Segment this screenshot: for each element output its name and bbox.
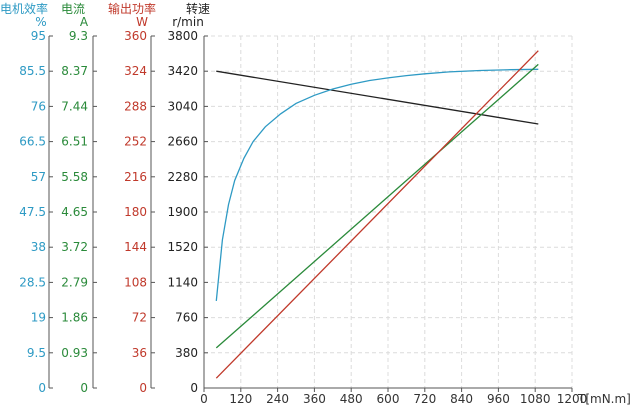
x-tick-label: 720 bbox=[413, 392, 436, 406]
power-tick-label: 144 bbox=[124, 240, 147, 254]
power-tick-label: 216 bbox=[124, 170, 147, 184]
x-tick-label: 240 bbox=[266, 392, 289, 406]
efficiency-tick-label: 85.5 bbox=[19, 64, 46, 78]
current-tick-label: 2.79 bbox=[61, 275, 88, 289]
x-tick-label: 1200 bbox=[557, 392, 588, 406]
power-tick-label: 252 bbox=[124, 135, 147, 149]
efficiency-series-line bbox=[215, 68, 539, 301]
speed-axis-title: 转速 bbox=[186, 1, 210, 16]
current-axis-unit: A bbox=[80, 15, 89, 29]
x-tick-label: 480 bbox=[340, 392, 363, 406]
current-tick-label: 7.44 bbox=[61, 99, 88, 113]
power-tick-label: 288 bbox=[124, 99, 147, 113]
power-tick-label: 36 bbox=[132, 346, 147, 360]
speed-tick-label: 1520 bbox=[167, 240, 198, 254]
speed-tick-label: 380 bbox=[175, 346, 198, 360]
speed-tick-label: 760 bbox=[175, 311, 198, 325]
power-series-line bbox=[215, 50, 539, 379]
power-axis-unit: W bbox=[136, 15, 148, 29]
efficiency-tick-label: 47.5 bbox=[19, 205, 46, 219]
efficiency-tick-label: 66.5 bbox=[19, 135, 46, 149]
speed-tick-label: 2660 bbox=[167, 135, 198, 149]
speed-tick-label: 2280 bbox=[167, 170, 198, 184]
speed-tick-label: 1900 bbox=[167, 205, 198, 219]
speed-tick-label: 3800 bbox=[167, 29, 198, 43]
current-tick-label: 4.65 bbox=[61, 205, 88, 219]
power-tick-label: 360 bbox=[124, 29, 147, 43]
efficiency-tick-label: 95 bbox=[31, 29, 46, 43]
power-axis-title: 输出功率 bbox=[108, 1, 156, 16]
speed-tick-label: 3420 bbox=[167, 64, 198, 78]
speed-series-line bbox=[216, 70, 539, 125]
speed-tick-label: 1140 bbox=[167, 275, 198, 289]
x-tick-label: 840 bbox=[450, 392, 473, 406]
current-series-line bbox=[215, 63, 539, 349]
current-tick-label: 0 bbox=[80, 381, 88, 395]
current-axis-title: 电流 bbox=[61, 2, 85, 16]
x-tick-label: 1080 bbox=[520, 392, 551, 406]
current-tick-label: 9.3 bbox=[69, 29, 88, 43]
speed-tick-label: 3040 bbox=[167, 99, 198, 113]
current-tick-label: 3.72 bbox=[61, 240, 88, 254]
power-tick-label: 180 bbox=[124, 205, 147, 219]
current-tick-label: 6.51 bbox=[61, 135, 88, 149]
current-tick-label: 5.58 bbox=[61, 170, 88, 184]
efficiency-tick-label: 38 bbox=[31, 240, 46, 254]
efficiency-tick-label: 9.5 bbox=[27, 346, 46, 360]
efficiency-axis-title: 电机效率 bbox=[0, 1, 48, 16]
x-tick-label: 960 bbox=[487, 392, 510, 406]
x-tick-label: 360 bbox=[303, 392, 326, 406]
current-tick-label: 8.37 bbox=[61, 64, 88, 78]
efficiency-tick-label: 0 bbox=[38, 381, 46, 395]
x-axis-title: T[mN.m] bbox=[577, 392, 631, 406]
current-tick-label: 1.86 bbox=[61, 311, 88, 325]
efficiency-tick-label: 76 bbox=[31, 99, 46, 113]
efficiency-tick-label: 57 bbox=[31, 170, 46, 184]
power-tick-label: 0 bbox=[139, 381, 147, 395]
power-tick-label: 108 bbox=[124, 275, 147, 289]
efficiency-axis-unit: % bbox=[35, 15, 46, 29]
current-tick-label: 0.93 bbox=[61, 346, 88, 360]
speed-tick-label: 0 bbox=[190, 381, 198, 395]
power-tick-label: 324 bbox=[124, 64, 147, 78]
x-tick-label: 120 bbox=[229, 392, 252, 406]
efficiency-tick-label: 28.5 bbox=[19, 275, 46, 289]
x-tick-label: 0 bbox=[200, 392, 208, 406]
efficiency-tick-label: 19 bbox=[31, 311, 46, 325]
power-tick-label: 72 bbox=[132, 311, 147, 325]
x-tick-label: 600 bbox=[377, 392, 400, 406]
speed-axis-unit: r/min bbox=[172, 15, 204, 29]
